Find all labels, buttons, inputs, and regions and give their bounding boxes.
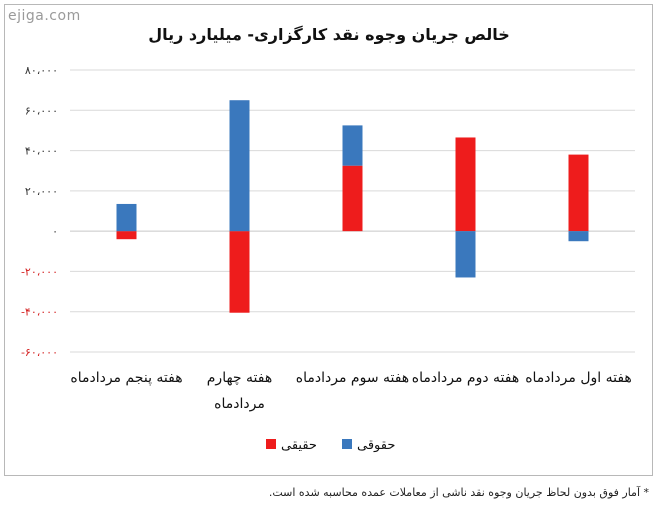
category-label: مردادماه <box>214 396 265 412</box>
y-tick-label: ۰ <box>52 225 58 238</box>
bar-hoghoghi <box>116 203 137 232</box>
y-tick-label: ۲۰،۰۰۰ <box>25 185 58 198</box>
y-tick-label: -۲۰،۰۰۰ <box>21 265 58 278</box>
y-tick-label: ۴۰،۰۰۰ <box>25 145 58 158</box>
category-label: هفته چهارم <box>207 370 272 386</box>
category-label: هفته دوم مردادماه <box>412 370 519 386</box>
y-tick-label: ۶۰،۰۰۰ <box>25 104 58 117</box>
category-label: هفته اول مردادماه <box>525 370 632 386</box>
bar-hoghoghi <box>568 231 589 242</box>
bar-hoghoghi <box>455 231 476 278</box>
bar-haghighi <box>455 137 476 232</box>
chart-frame <box>4 4 653 476</box>
y-tick-label: -۶۰،۰۰۰ <box>21 346 58 359</box>
chart-title: خالص جریان وجوه نقد کارگزاری- میلیارد ری… <box>148 25 510 44</box>
category-label: هفته پنجم مردادماه <box>70 370 182 386</box>
watermark-text: ejiga.com <box>8 8 81 24</box>
bar-hoghoghi <box>229 100 250 232</box>
legend-swatch-hoghoghi <box>342 439 352 449</box>
bar-haghighi <box>342 165 363 232</box>
footnote-text: * آمار فوق بدون لحاظ جریان وجوه نقد ناشی… <box>268 486 649 499</box>
bar-hoghoghi <box>342 125 363 166</box>
y-tick-label: -۴۰،۰۰۰ <box>21 306 58 319</box>
bar-haghighi <box>229 231 250 313</box>
legend-label-haghighi: حقیقی <box>281 438 317 453</box>
bar-haghighi <box>568 154 589 232</box>
legend-label-hoghoghi: حقوقی <box>357 438 395 453</box>
legend-swatch-haghighi <box>266 439 276 449</box>
category-label: هفته سوم مردادماه <box>296 370 409 386</box>
chart: خالص جریان وجوه نقد کارگزاری- میلیارد ری… <box>21 25 635 453</box>
y-tick-label: ۸۰،۰۰۰ <box>25 64 58 77</box>
bar-haghighi <box>116 231 137 240</box>
